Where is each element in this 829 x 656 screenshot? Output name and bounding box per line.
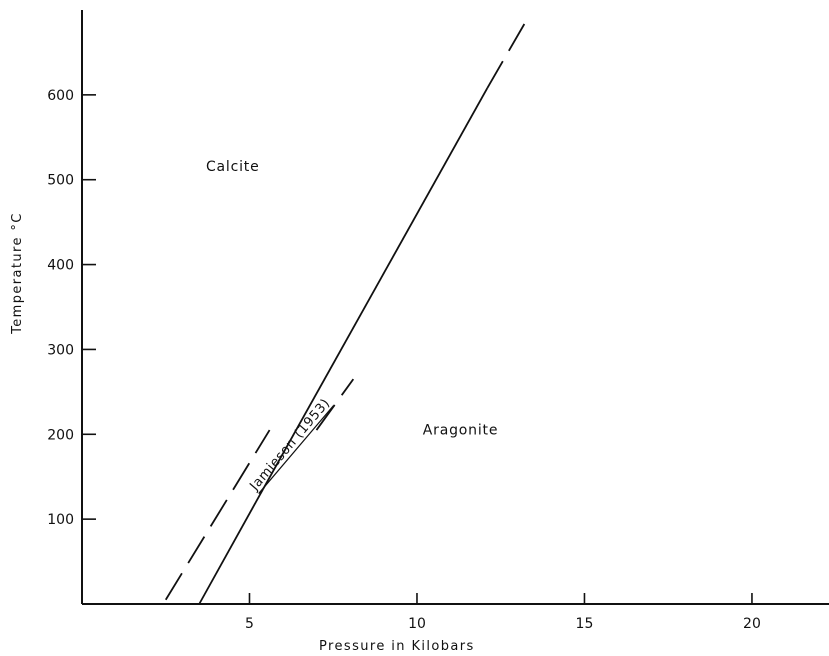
series-2 [164,378,355,601]
y-tick-label: 400 [47,258,74,274]
series-line-segment [486,18,529,89]
region-label: Calcite [206,159,260,175]
region-label: Aragonite [423,422,498,438]
y-tick-label: 100 [47,512,74,528]
series-layer [164,18,529,605]
y-tick-label: 500 [47,173,74,189]
y-tick-label: 300 [47,342,74,358]
series-label-underline [258,405,334,494]
x-tick-label: 20 [743,616,761,632]
series-line-segment [315,378,355,431]
x-axis-title: Pressure in Kilobars [319,639,475,654]
series-line-segment [198,489,264,605]
y-tick-label: 600 [47,88,74,104]
axes [81,10,829,605]
x-tick-label: 5 [245,616,254,632]
series-line-segment [262,87,489,490]
y-axis-title: Temperature °C [10,212,25,335]
x-tick-label: 15 [576,616,594,632]
x-ticks: 5 10 15 20 [245,593,761,632]
series-1 [198,18,529,605]
y-tick-label: 200 [47,427,74,443]
x-tick-label: 10 [408,616,426,632]
series-line-segment [164,429,271,601]
y-ticks: 100 200 300 400 500 600 [47,88,96,528]
